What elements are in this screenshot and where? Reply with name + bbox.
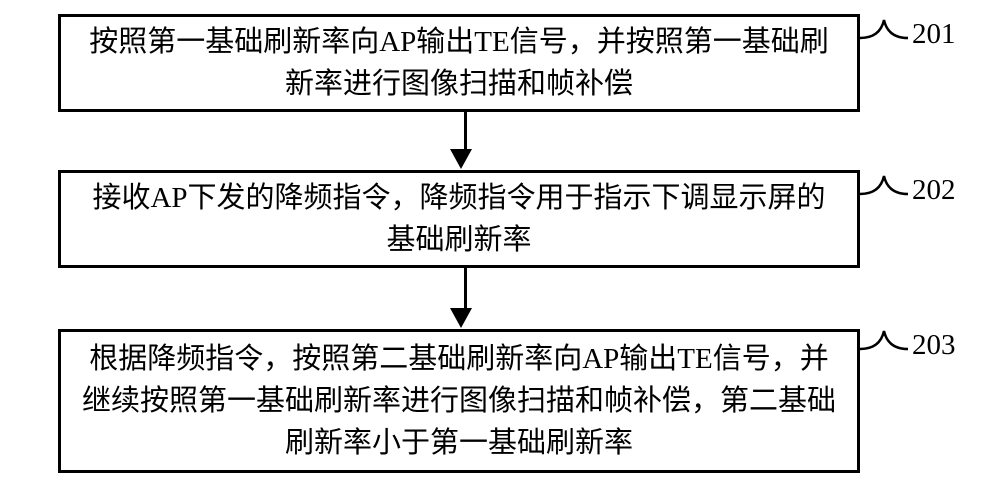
bracket-3 [860, 325, 910, 365]
flow-node-2-text: 接收AP下发的降频指令，降频指令用于指示下调显示屏的基础刷新率 [81, 177, 837, 261]
flow-node-2: 接收AP下发的降频指令，降频指令用于指示下调显示屏的基础刷新率 [58, 170, 860, 268]
flow-node-1: 按照第一基础刷新率向AP输出TE信号，并按照第一基础刷新率进行图像扫描和帧补偿 [58, 14, 860, 112]
bracket-2 [860, 170, 910, 210]
flow-node-2-label: 202 [912, 174, 956, 207]
flow-node-3-text: 根据降频指令，按照第二基础刷新率向AP输出TE信号，并继续按照第一基础刷新率进行… [81, 338, 837, 464]
flow-node-1-text: 按照第一基础刷新率向AP输出TE信号，并按照第一基础刷新率进行图像扫描和帧补偿 [81, 21, 837, 105]
flow-node-1-label: 201 [912, 18, 956, 51]
arrow-1-2 [459, 112, 472, 169]
flowchart-container: 按照第一基础刷新率向AP输出TE信号，并按照第一基础刷新率进行图像扫描和帧补偿 … [0, 0, 1000, 504]
flow-node-3-label: 203 [912, 329, 956, 362]
flow-node-3: 根据降频指令，按照第二基础刷新率向AP输出TE信号，并继续按照第一基础刷新率进行… [58, 329, 860, 473]
arrow-2-3 [459, 268, 472, 328]
bracket-1 [860, 14, 910, 54]
